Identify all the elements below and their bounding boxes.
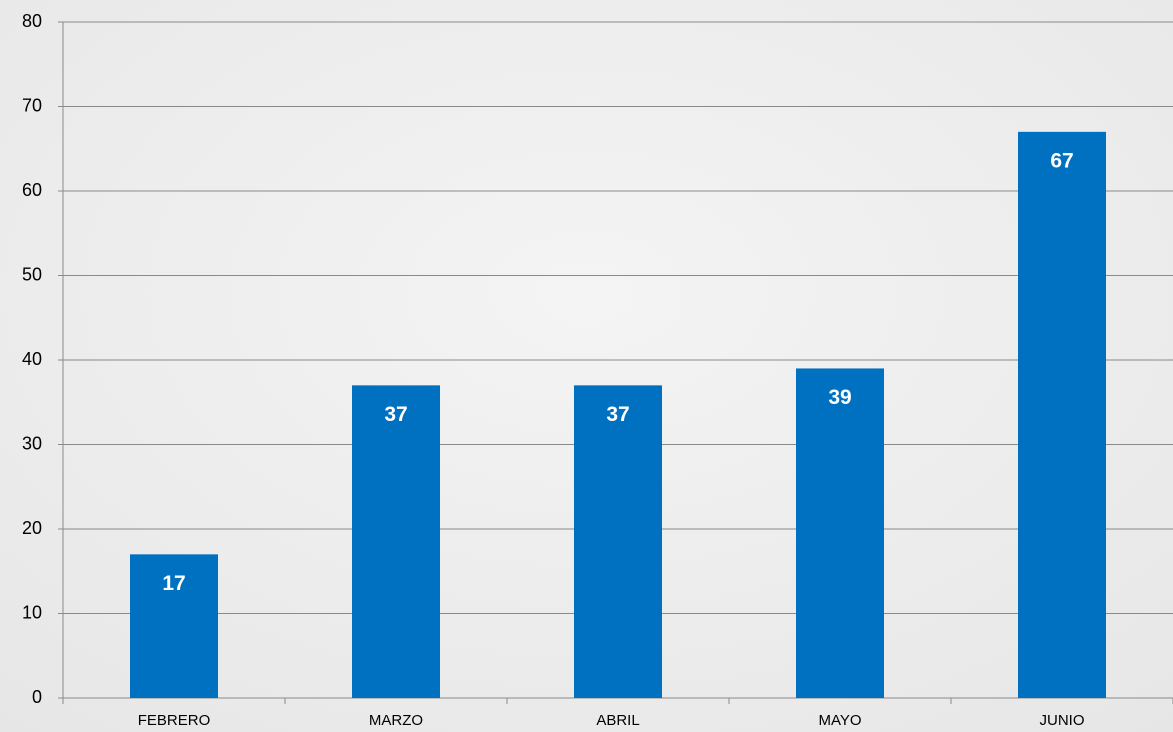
x-tick-label: MAYO — [818, 712, 861, 729]
data-label: 17 — [162, 572, 185, 595]
data-label: 39 — [828, 386, 851, 409]
bar — [130, 554, 218, 698]
bar — [796, 368, 884, 698]
x-tick-label: MARZO — [369, 712, 423, 729]
x-tick-label: ABRIL — [596, 712, 639, 729]
y-tick-label: 0 — [32, 687, 42, 707]
bar — [1018, 131, 1106, 699]
y-tick-label: 50 — [22, 264, 42, 284]
y-tick-label: 60 — [22, 180, 42, 200]
y-tick-label: 80 — [22, 11, 42, 31]
data-label: 37 — [606, 403, 629, 426]
x-tick-label: FEBRERO — [138, 712, 211, 729]
y-tick-label: 10 — [22, 602, 42, 622]
y-tick-label: 40 — [22, 349, 42, 369]
x-tick-label: JUNIO — [1040, 712, 1085, 729]
y-tick-label: 70 — [22, 95, 42, 115]
bar — [574, 385, 662, 698]
y-tick-label: 30 — [22, 433, 42, 453]
bar — [352, 385, 440, 698]
data-label: 67 — [1050, 149, 1073, 172]
data-label: 37 — [384, 403, 407, 426]
y-tick-label: 20 — [22, 518, 42, 538]
